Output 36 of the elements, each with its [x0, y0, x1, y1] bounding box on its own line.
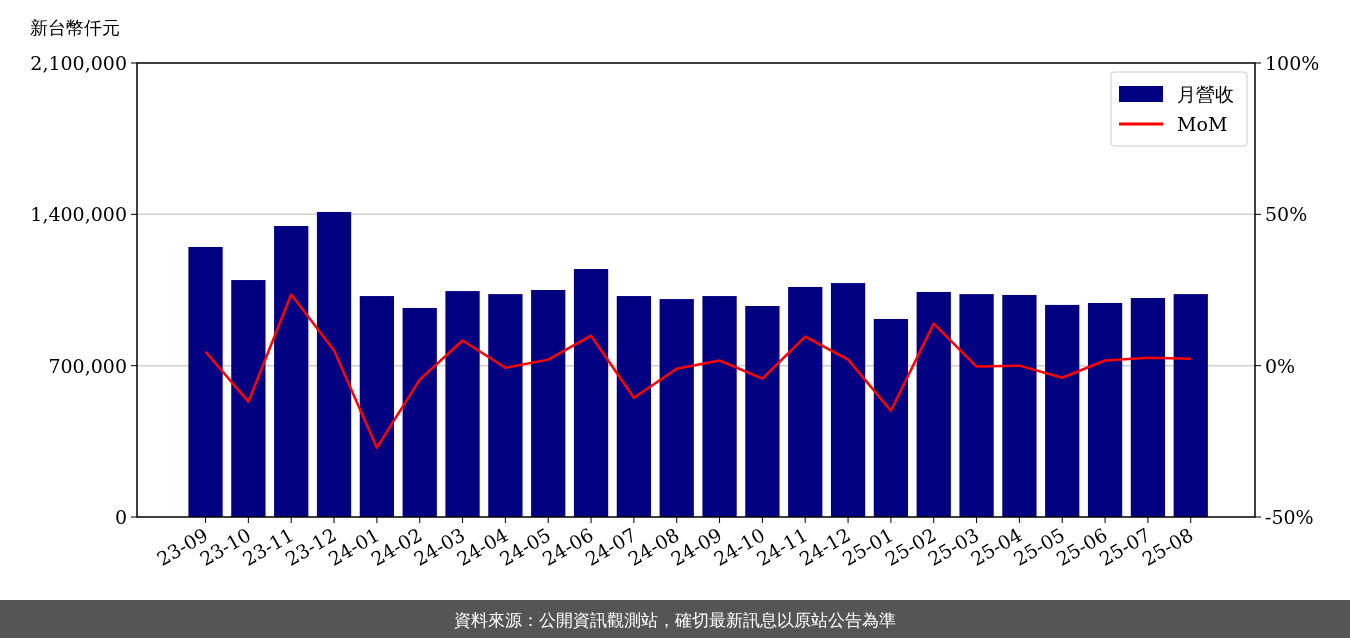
bar [616, 296, 652, 517]
bar [788, 286, 823, 517]
bar [1130, 298, 1166, 517]
source-note: 資料來源：公開資訊觀測站，確切最新訊息以原站公告為準 [454, 610, 896, 630]
bar [1045, 304, 1080, 517]
y2-tick-label: 50% [1265, 203, 1308, 226]
bar [1173, 294, 1208, 517]
bar [830, 283, 866, 517]
bar [231, 280, 266, 517]
bar [702, 296, 737, 517]
bar [402, 307, 437, 517]
bar [488, 294, 523, 517]
bar [445, 291, 480, 517]
y-tick-label: 0 [114, 506, 127, 528]
bar [659, 299, 694, 517]
bar [274, 226, 309, 517]
y-axis-title: 新台幣仟元 [30, 17, 120, 38]
y2-tick-label: 0% [1265, 354, 1296, 377]
bar [316, 211, 352, 517]
y-tick-label: 1,400,000 [30, 203, 127, 226]
legend-label: MoM [1177, 113, 1228, 135]
bar [873, 318, 909, 517]
bar [745, 306, 780, 517]
legend-label: 月營收 [1177, 83, 1234, 105]
bar [531, 290, 566, 517]
y2-tick-label: -50% [1265, 506, 1314, 528]
bar [1087, 302, 1123, 517]
bar [188, 246, 223, 517]
y-tick-label: 2,100,000 [30, 52, 127, 74]
bar [1002, 294, 1037, 517]
bar [573, 269, 609, 517]
y2-tick-label: 100% [1265, 52, 1320, 74]
bar [916, 291, 951, 517]
bar [359, 296, 395, 517]
bar [959, 294, 994, 517]
y-tick-label: 700,000 [48, 354, 127, 377]
